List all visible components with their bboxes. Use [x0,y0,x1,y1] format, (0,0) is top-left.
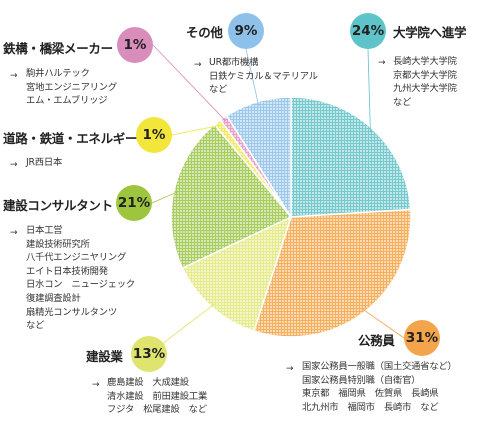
label-construction: 建設業 [86,349,123,364]
arrow-icon: → [10,228,18,238]
examples-steel-bridge: 駒井ハルテック宮地エンジニアリング エム・エムブリッジ [26,67,117,108]
example-item: 長崎大学大学院 [393,56,457,67]
badge-construction: 13% [131,336,167,372]
badge-steel-bridge: 1% [117,27,153,63]
arrow-icon: → [10,71,18,81]
pie-slice-texture [226,97,291,217]
badge-other: 9% [228,13,264,49]
example-item: JR西日本 [26,157,63,168]
example-item: 駒井ハルテック [26,68,90,79]
leader-line [171,124,220,136]
example-item: 国家公務員特別職（自衛官） [302,374,421,386]
badge-civil-servant: 31% [404,320,440,356]
leader-line [151,191,178,204]
arrow-icon: → [92,380,100,390]
example-item: 日鉄ケミカル＆マテリアル [209,70,318,82]
label-infrastructure: 道路・鉄道・エネルギー [3,131,138,146]
arrow-icon: → [194,60,202,70]
pie-slice-texture [171,124,291,269]
examples-graduate-school: 長崎大学大学院 京都大学大学院 九州大学大学院 など [393,55,457,109]
pie-slice-texture [253,209,411,337]
leader-line [245,48,260,106]
label-graduate-school: 大学院へ進学 [393,25,467,40]
label-other: その他 [186,25,223,40]
pie-slice-texture [220,115,291,217]
pie-slice-texture [214,119,291,217]
label-civil-servant: 公務員 [358,333,395,348]
example-item: 鹿島建設 大成建設 [107,377,189,388]
example-item: 復建調査設計 [26,292,81,304]
examples-infrastructure: JR西日本 [26,156,62,170]
examples-civil-servant: 国家公務員一般職（国土交通省など） 国家公務員特別職（自衛官） 東京都 福岡県 佐賀… [302,360,457,414]
example-item: 九州大学大学院 [393,83,457,95]
leader-line [367,48,371,133]
example-item: 宮地エンジニアリング [26,81,117,93]
pie-slice-texture [182,217,291,332]
label-consultant: 建設コンサルタント [3,198,113,213]
example-item: 扇精光コンサルタンツ [26,306,117,318]
example-item: など [26,320,45,332]
example-item: エム・エムブリッジ [26,95,108,107]
example-item: 東京都 福岡県 佐賀県 長崎県 [302,388,439,400]
example-item: エイト日本技術開発 [26,265,108,277]
label-steel-bridge: 鉄構・橋梁メーカー [3,41,113,56]
arrow-icon: → [10,160,18,170]
examples-construction: 鹿島建設 大成建設清水建設 前田建設工業 フジタ 松尾建設 など [107,376,207,417]
example-item: 建設技術研究所 [26,238,90,250]
leader-line [361,308,405,339]
examples-other: UR都市機構日鉄ケミカル＆マテリアル など [209,56,318,97]
example-item: 清水建設 前田建設工業 [107,390,208,402]
badge-infrastructure: 1% [136,117,172,153]
example-item: UR都市機構 [209,57,259,68]
arrow-icon: → [378,58,386,68]
leader-line [152,44,227,122]
arrow-icon: → [286,364,294,374]
example-item: 京都大学大学院 [393,69,457,81]
badge-graduate-school: 24% [350,13,386,49]
example-item: など [209,84,228,96]
example-item: 八千代エンジニヤリング [26,252,127,264]
example-item: など [393,96,412,108]
badge-consultant: 21% [116,185,152,221]
example-item: 国家公務員一般職（国土交通省など） [302,361,457,372]
examples-consultant: 日本工営建設技術研究所八千代エンジニヤリング エイト日本技術開発日水コン ニュージ… [26,224,135,333]
example-item: 北九州市 福岡市 長崎市 など [302,401,439,413]
pie-slice-texture [291,97,411,217]
example-item: 日水コン ニュージェック [26,279,135,291]
example-item: フジタ 松尾建設 など [107,404,207,416]
example-item: 日本工営 [26,225,63,236]
